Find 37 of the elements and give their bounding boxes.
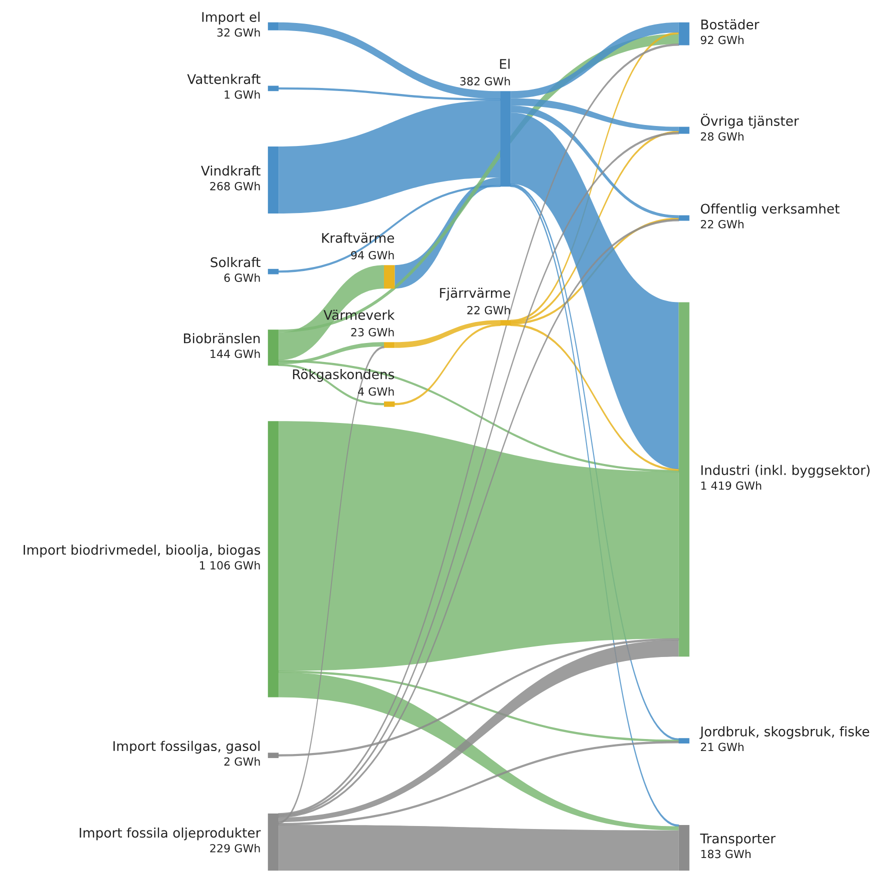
category-label: Import el (202, 12, 260, 25)
data-label: 229 GWh (210, 844, 260, 852)
data-label: 32 GWh (217, 28, 260, 37)
data-label: 4 GWh (358, 387, 394, 396)
data-label: 183 GWh (701, 850, 751, 858)
category-label: Vindkraft (200, 165, 260, 176)
data-label: 1 419 GWh (701, 481, 762, 490)
data-label: 144 GWh (210, 349, 260, 358)
data-label: 2 GWh (224, 757, 260, 766)
category-label: Värmeverk (324, 310, 395, 320)
category-label: Vattenkraft (187, 74, 260, 84)
category-label: Jordbruk, skogsbruk, fiske (699, 726, 870, 740)
category-label: El (500, 58, 510, 69)
data-label: 92 GWh (700, 36, 744, 44)
data-label: 1 106 GWh (200, 560, 260, 570)
data-label: 21 GWh (700, 742, 744, 752)
category-label: Övriga tjänster (700, 114, 799, 129)
category-label: Import fossilgas, gasol (113, 740, 260, 754)
data-label: 22 GWh (467, 306, 510, 314)
category-label: Industri (inkl. byggsektor) (701, 464, 870, 478)
category-label: Bostäder (701, 19, 760, 30)
data-label: 6 GWh (224, 273, 260, 282)
data-label: 382 GWh (460, 76, 510, 86)
data-label: 22 GWh (700, 220, 744, 228)
data-label: 94 GWh (351, 250, 394, 260)
data-label: 268 GWh (210, 182, 260, 190)
category-label: Solkraft (210, 257, 260, 268)
category-label: Import biodrivmedel, bioolja, biogas (24, 544, 260, 558)
data-label: 23 GWh (351, 328, 394, 336)
category-label: Biobränslen (184, 333, 260, 344)
category-label: Rökgaskondens (293, 369, 394, 382)
category-label: Offentlig verksamhet (700, 203, 840, 216)
category-label: Import fossila oljeprodukter (80, 828, 261, 840)
category-label: Transporter (700, 834, 776, 846)
data-label: 28 GWh (700, 132, 744, 141)
category-label: Fjärrvärme (440, 288, 510, 300)
data-label: 1 GWh (224, 90, 260, 99)
